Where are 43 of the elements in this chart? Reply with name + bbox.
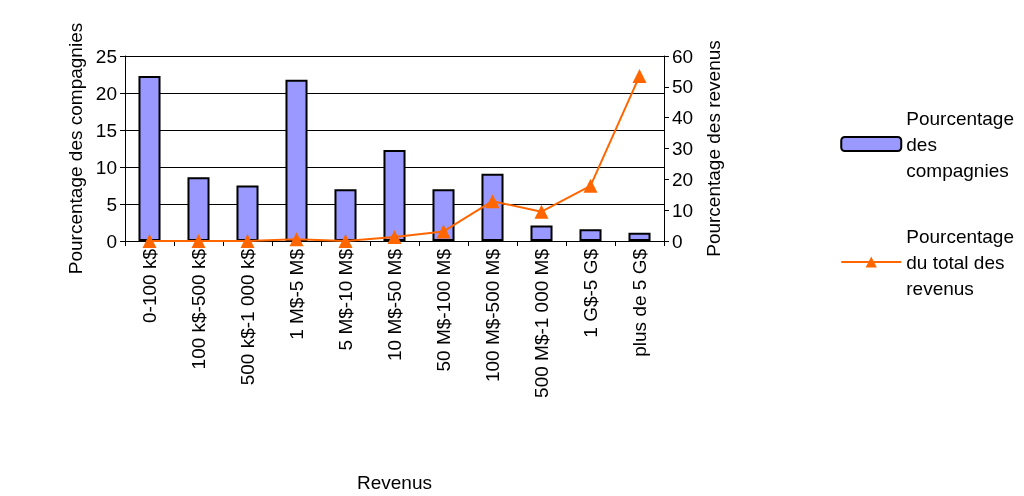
x-tick-label: 100 k$-500 k$	[188, 248, 209, 370]
point	[534, 204, 549, 219]
x-tick-label: 10 M$-50 M$	[384, 248, 405, 361]
point	[632, 69, 647, 84]
point	[191, 234, 206, 248]
y-tick-label: 10	[95, 156, 117, 178]
x-tick-label: 500 M$-1 000 M$	[531, 248, 552, 398]
x-tick-label: plus de 5 G$	[629, 248, 650, 357]
point	[289, 232, 304, 247]
y2-tick-label: 50	[672, 76, 694, 98]
x-tick-label: 100 M$-500 M$	[482, 248, 503, 383]
y2-axis-title: Pourcentage des revenus	[703, 40, 725, 257]
x-axis-title: Revenus	[357, 472, 432, 493]
y-axis-title: Pourcentage des compagnies	[64, 22, 86, 275]
y2-tick-label: 30	[672, 138, 694, 159]
y-tick-label: 25	[95, 45, 117, 67]
x-tick-label: 50 M$-100 M$	[433, 248, 454, 372]
x-tick-label: 500 k$-1 000 k$	[237, 248, 258, 386]
y2-tick-label: 10	[672, 199, 694, 221]
x-tick-label: 1 M$-5 M$	[286, 248, 307, 340]
point	[387, 229, 402, 244]
y2-tick-label: 40	[672, 107, 694, 129]
point	[436, 224, 451, 239]
y-tick-label: 15	[95, 119, 117, 141]
legend-label: Pourcentage des compagnies	[906, 107, 1014, 181]
y2-tick-label: 60	[672, 45, 694, 67]
y2-tick-label: 0	[672, 230, 683, 252]
point	[142, 234, 157, 248]
y-tick-label: 5	[106, 193, 117, 215]
y-tick-label: 20	[95, 82, 117, 104]
bar	[530, 225, 553, 241]
point	[485, 194, 500, 209]
bar	[579, 229, 602, 241]
y-tick-label: 0	[106, 230, 117, 252]
point	[240, 234, 255, 248]
legend-label: Pourcentage du total des revenus	[906, 225, 1014, 299]
y2-tick-label: 20	[672, 168, 694, 190]
bar	[628, 232, 651, 241]
point	[583, 178, 598, 193]
x-tick-label: 1 G$-5 G$	[580, 248, 601, 338]
x-tick-label: 0-100 k$	[139, 248, 160, 323]
x-tick-label: 5 M$-10 M$	[335, 248, 356, 351]
point	[338, 234, 353, 248]
